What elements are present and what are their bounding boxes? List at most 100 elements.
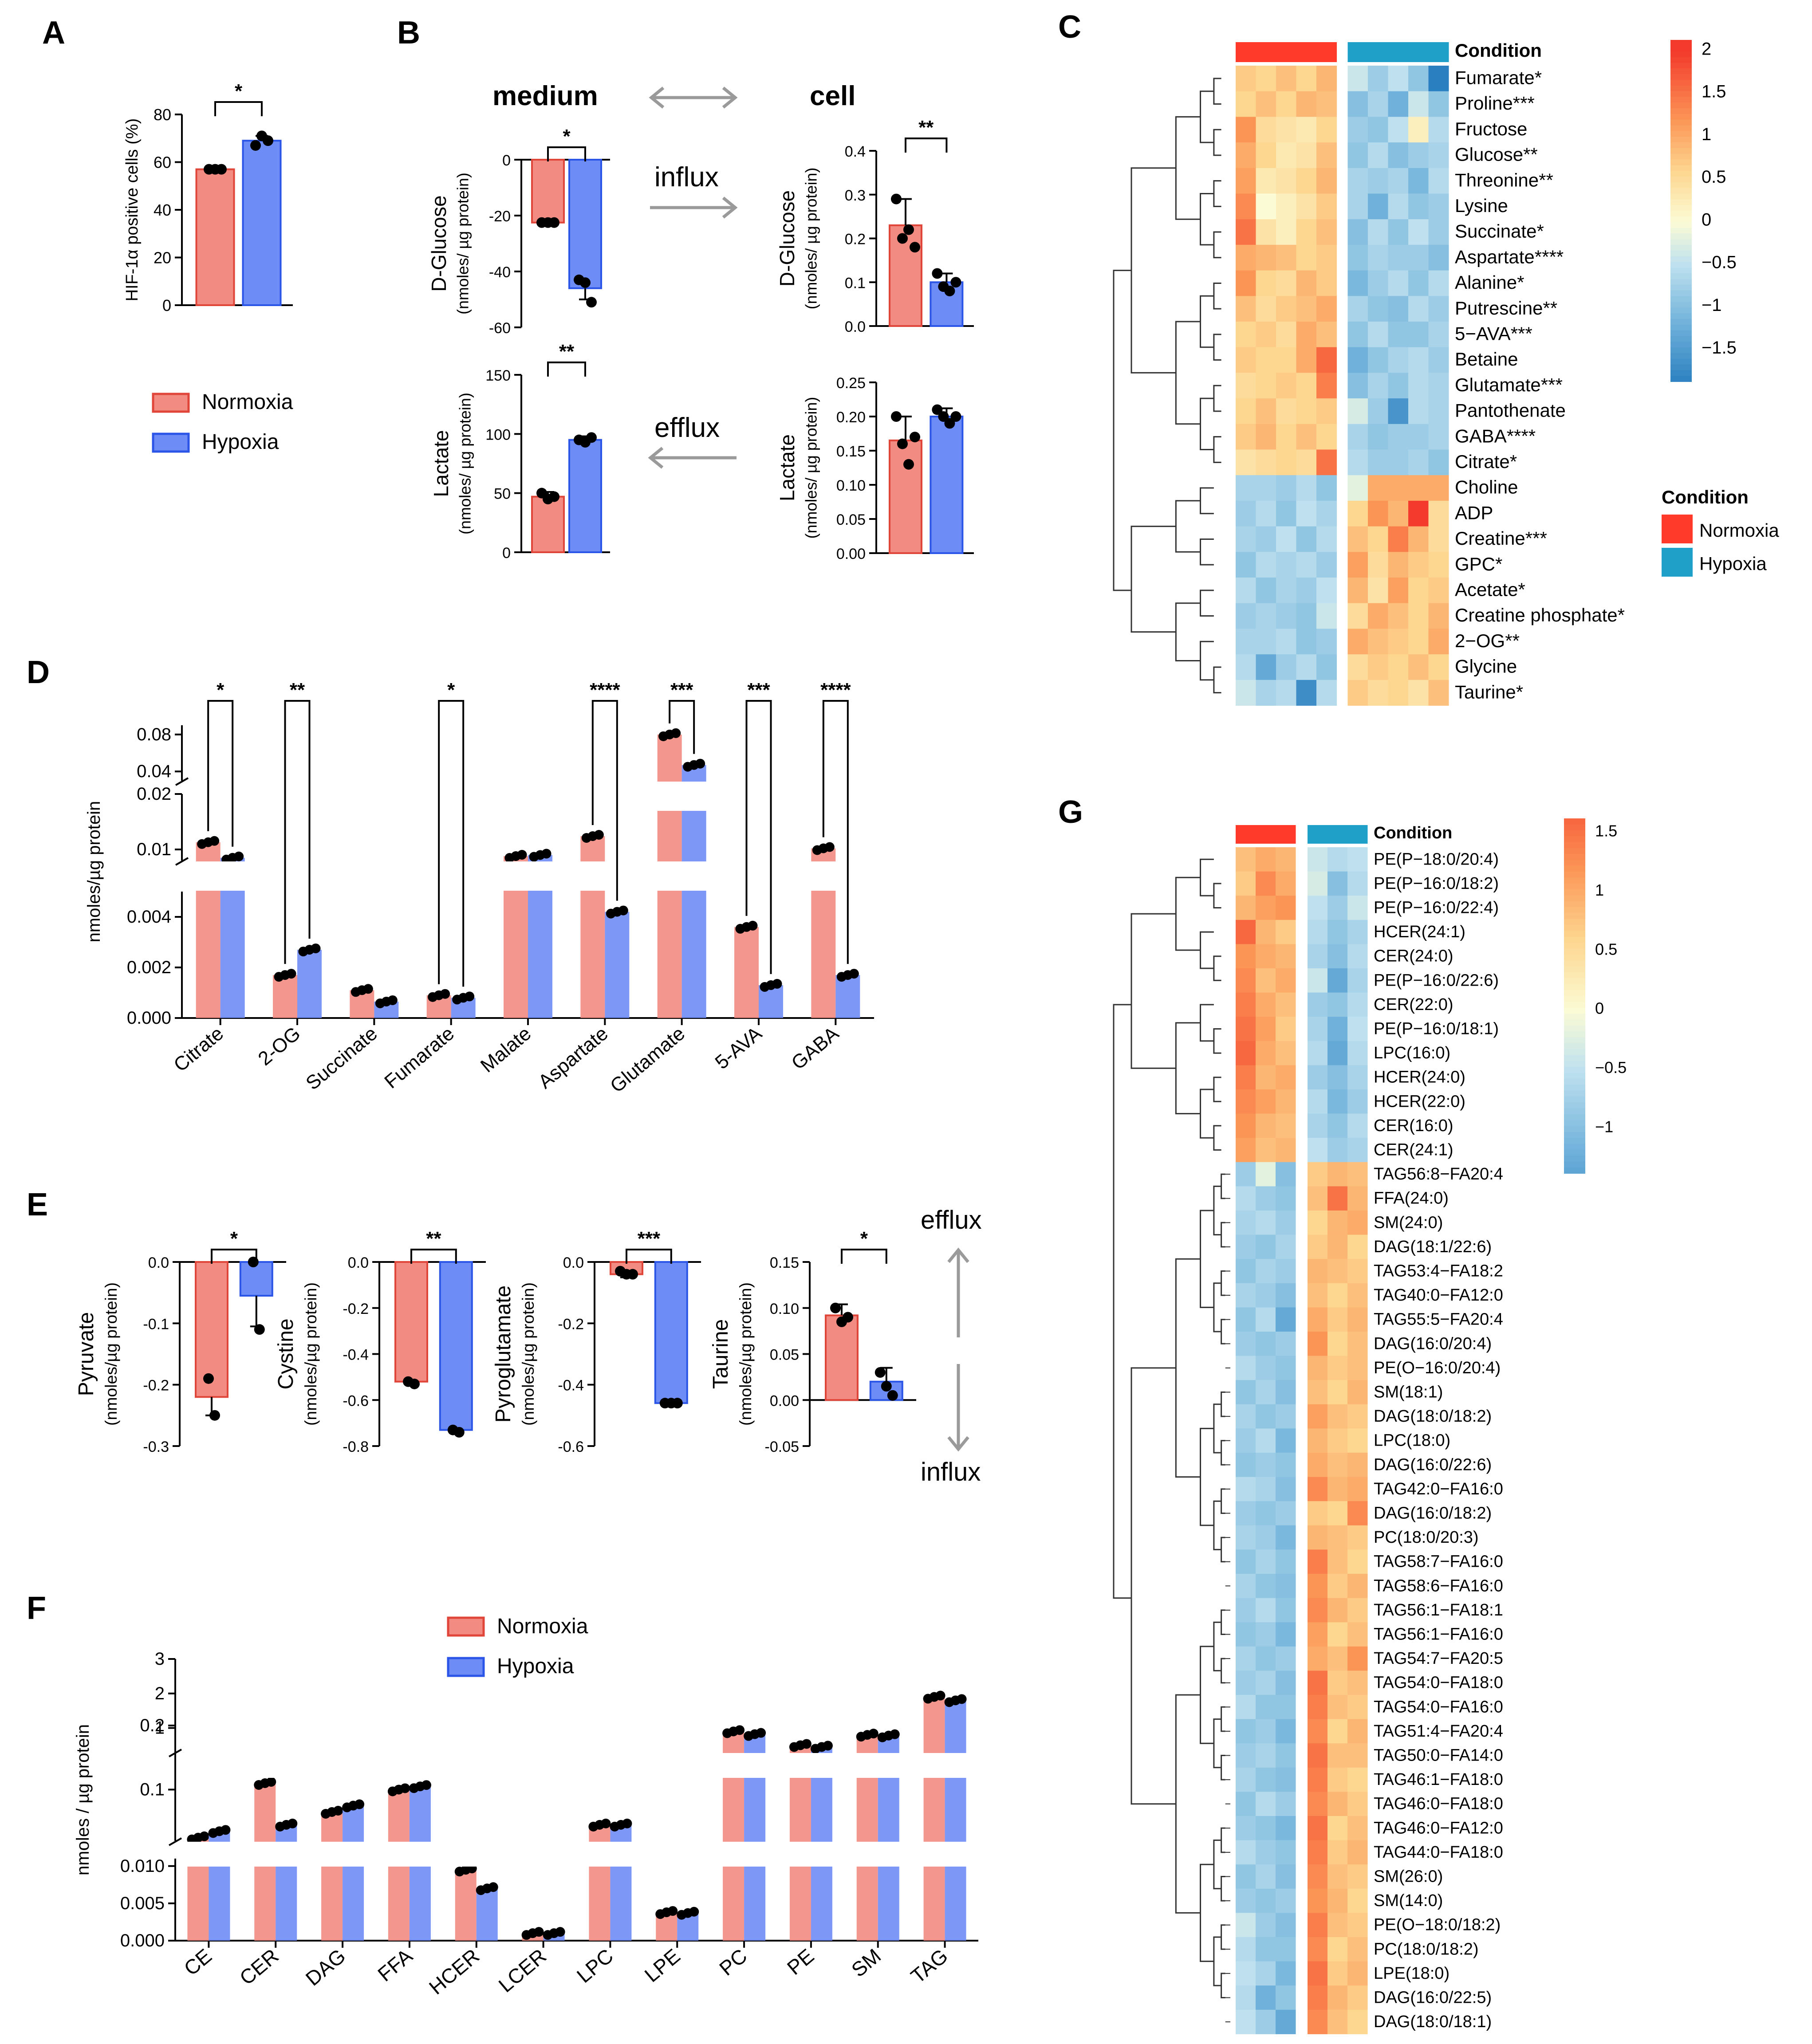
color-scale-step xyxy=(1670,364,1692,371)
heatmap-cell xyxy=(1256,1138,1276,1163)
bar-hypoxia xyxy=(568,439,602,554)
heatmap-cell xyxy=(1276,552,1296,578)
heatmap-cell xyxy=(1276,1574,1296,1599)
bar-hypoxia xyxy=(343,1805,364,1941)
data-point xyxy=(203,1373,214,1384)
bar-break-gap xyxy=(654,1753,701,1778)
color-scale-step xyxy=(1670,108,1692,114)
condition-label: Condition xyxy=(1455,40,1542,61)
heatmap-cell xyxy=(1308,1041,1328,1065)
color-scale-step xyxy=(1564,913,1585,920)
heatmap-cell xyxy=(1428,142,1449,169)
y-tick-label: 0.0 xyxy=(348,1254,369,1271)
y-tick-label: 0.000 xyxy=(120,1931,165,1950)
heatmap-cell xyxy=(1276,117,1296,143)
heatmap-cell xyxy=(1256,244,1276,271)
heatmap-cell xyxy=(1276,1622,1296,1647)
color-scale-step xyxy=(1670,114,1692,120)
heatmap-cell xyxy=(1256,1356,1276,1380)
heatmap-cell xyxy=(1236,1840,1256,1865)
data-point xyxy=(476,1885,486,1895)
heatmap-cell xyxy=(1347,1501,1368,1526)
row-label: DAG(16:0/20:4) xyxy=(1374,1334,1492,1353)
y-tick-label: 0.10 xyxy=(770,1301,799,1317)
data-point xyxy=(935,1690,945,1701)
dendrogram-root xyxy=(1113,270,1131,591)
row-label: Creatine phosphate* xyxy=(1455,605,1625,625)
heatmap-cell xyxy=(1276,142,1296,169)
dendrogram-branch xyxy=(1131,913,1176,1069)
data-point xyxy=(938,411,949,422)
data-point xyxy=(428,992,438,1002)
color-scale-step xyxy=(1670,137,1692,143)
heatmap-cell xyxy=(1428,270,1449,296)
x-tick-label: PE xyxy=(783,1944,818,1979)
row-label: TAG46:1−FA18:0 xyxy=(1374,1770,1503,1789)
bar-hypoxia xyxy=(654,1261,688,1404)
color-scale-step xyxy=(1670,324,1692,331)
heatmap-cell xyxy=(1256,871,1276,896)
color-scale-step xyxy=(1564,1025,1585,1032)
heatmap-cell xyxy=(1388,603,1409,629)
heatmap-cell xyxy=(1236,193,1256,220)
color-scale-step xyxy=(1564,954,1585,961)
y-tick-label: 0.15 xyxy=(770,1254,799,1271)
heatmap-cell xyxy=(1347,142,1368,169)
color-scale-step xyxy=(1564,960,1585,967)
heatmap-cell xyxy=(1308,1816,1328,1841)
heatmap-cell xyxy=(1276,680,1296,706)
heatmap-cell xyxy=(1236,449,1256,476)
heatmap-cell xyxy=(1428,629,1449,655)
bar-hypoxia xyxy=(239,1261,273,1297)
heatmap-cell xyxy=(1256,1307,1276,1332)
heatmap-cell xyxy=(1428,603,1449,629)
row-label: PE(O−18:0/18:2) xyxy=(1374,1916,1501,1934)
y-tick-label: 2 xyxy=(155,1684,165,1703)
heatmap-cell xyxy=(1347,1113,1368,1138)
heatmap-cell xyxy=(1368,142,1388,169)
dendrogram-branch xyxy=(1175,500,1201,553)
bar-hypoxia xyxy=(476,1888,498,1941)
double-arrow-icon xyxy=(649,86,738,109)
color-scale-label: −1 xyxy=(1595,1117,1613,1136)
color-scale-step xyxy=(1670,119,1692,126)
heatmap-cell xyxy=(1256,424,1276,450)
heatmap-cell xyxy=(1236,1622,1256,1647)
heatmap-cell xyxy=(1236,1404,1256,1429)
legend-a-hypoxia-swatch xyxy=(152,432,190,453)
row-label: TAG56:1−FA16:0 xyxy=(1374,1625,1503,1644)
dendrogram-branch xyxy=(1200,1210,1214,1308)
chart-d: 0.000 0.002 0.004 0.01 0.02 0.04 0.08 Citrate * 2… xyxy=(84,679,874,1097)
y-tick-label: 0.2 xyxy=(845,231,866,248)
row-label: CER(22:0) xyxy=(1374,995,1454,1014)
heatmap-cell xyxy=(1308,1380,1328,1405)
data-point xyxy=(658,731,669,741)
heatmap-cell xyxy=(1308,1961,1328,1986)
dendrogram-branch xyxy=(1175,321,1201,425)
data-point xyxy=(549,491,559,502)
color-scale-step xyxy=(1670,148,1692,154)
dendrogram-branch xyxy=(1221,1755,1225,1781)
data-point xyxy=(897,438,908,449)
data-point xyxy=(534,1927,544,1937)
color-scale-step xyxy=(1564,1132,1585,1138)
heatmap-cell xyxy=(1256,1041,1276,1065)
row-label: PE(P−16:0/18:2) xyxy=(1374,874,1499,893)
condition-cell xyxy=(1236,825,1256,844)
heatmap-cell xyxy=(1368,629,1388,655)
heatmap-cell xyxy=(1308,1743,1328,1768)
heatmap-cell xyxy=(1296,629,1317,655)
heatmap-cell xyxy=(1236,1501,1256,1526)
color-scale-step xyxy=(1564,1043,1585,1050)
heatmap-cell xyxy=(1408,219,1429,245)
heatmap-cell xyxy=(1308,968,1328,993)
y-axis-label-unit: (nmoles/ µg protein) xyxy=(457,393,474,535)
heatmap-cell xyxy=(1256,1211,1276,1235)
color-scale-step xyxy=(1670,199,1692,206)
heatmap-cell xyxy=(1236,475,1256,501)
bar-break-gap xyxy=(348,861,401,891)
heatmap-cell xyxy=(1236,1719,1256,1744)
heatmap-cell xyxy=(1308,1428,1328,1453)
heatmap-cell xyxy=(1236,1646,1256,1671)
